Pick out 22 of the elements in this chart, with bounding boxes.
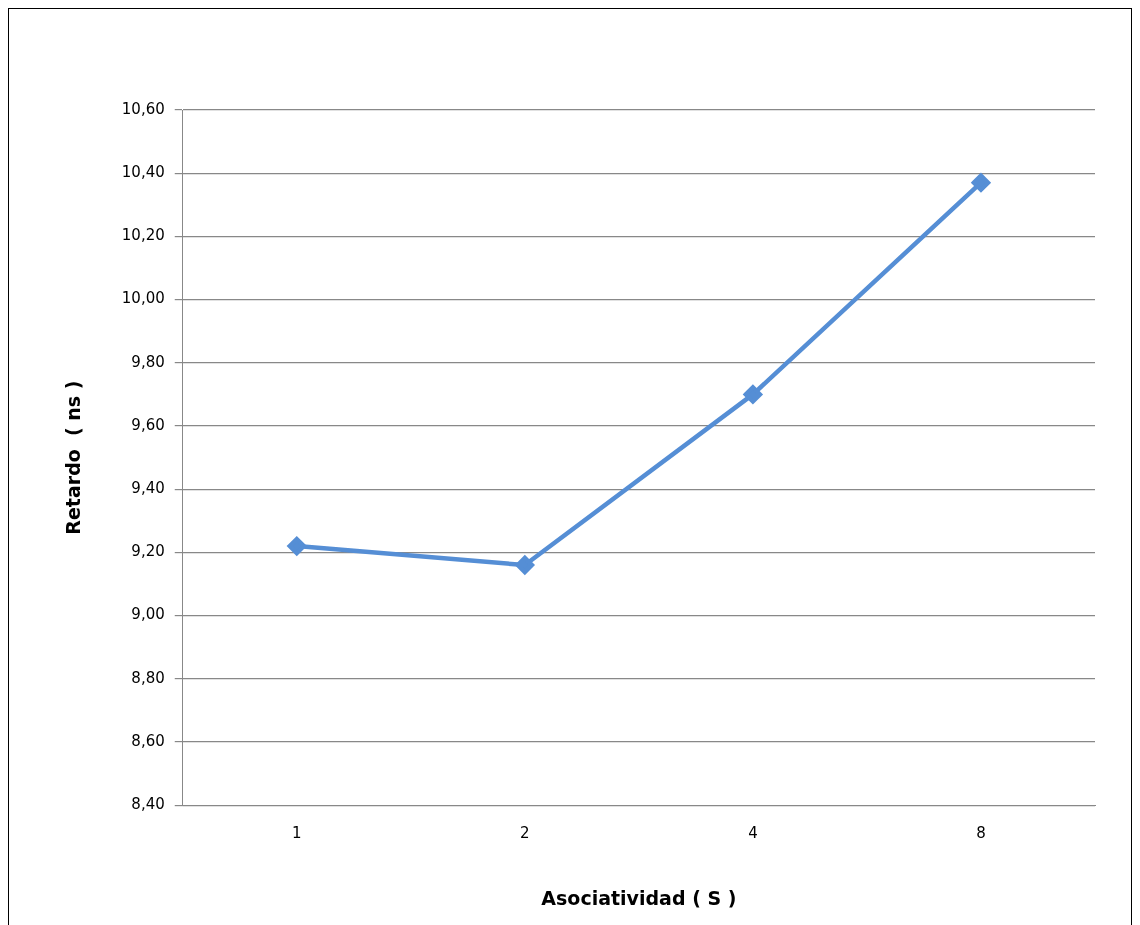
y-tick-label: 8,80 — [131, 668, 165, 687]
point — [971, 173, 991, 192]
x-tick-label: 8 — [976, 824, 986, 843]
point — [287, 536, 307, 556]
x-axis-title: Asociatividad ( S ) — [541, 886, 737, 909]
y-tick-label: 10,60 — [121, 99, 165, 118]
y-tick-label: 8,60 — [131, 731, 165, 750]
x-tick-label: 1 — [292, 824, 302, 843]
x-tick-label: 4 — [748, 824, 758, 843]
y-axis-title: Retardo ( ns ) — [62, 380, 85, 535]
y-tick-label: 9,60 — [131, 415, 165, 434]
y-tick-label: 10,00 — [121, 289, 165, 308]
x-tick-label: 2 — [520, 824, 530, 843]
y-tick-label: 9,40 — [131, 479, 165, 498]
point — [743, 385, 763, 404]
y-tick-label: 8,40 — [131, 795, 165, 814]
y-tick-label: 9,00 — [131, 605, 165, 624]
y-tick-label: 10,40 — [121, 163, 165, 182]
y-tick-label: 9,80 — [131, 352, 165, 371]
point — [515, 555, 535, 575]
y-tick-label: 10,20 — [121, 226, 165, 245]
y-tick-label: 9,20 — [131, 542, 165, 561]
